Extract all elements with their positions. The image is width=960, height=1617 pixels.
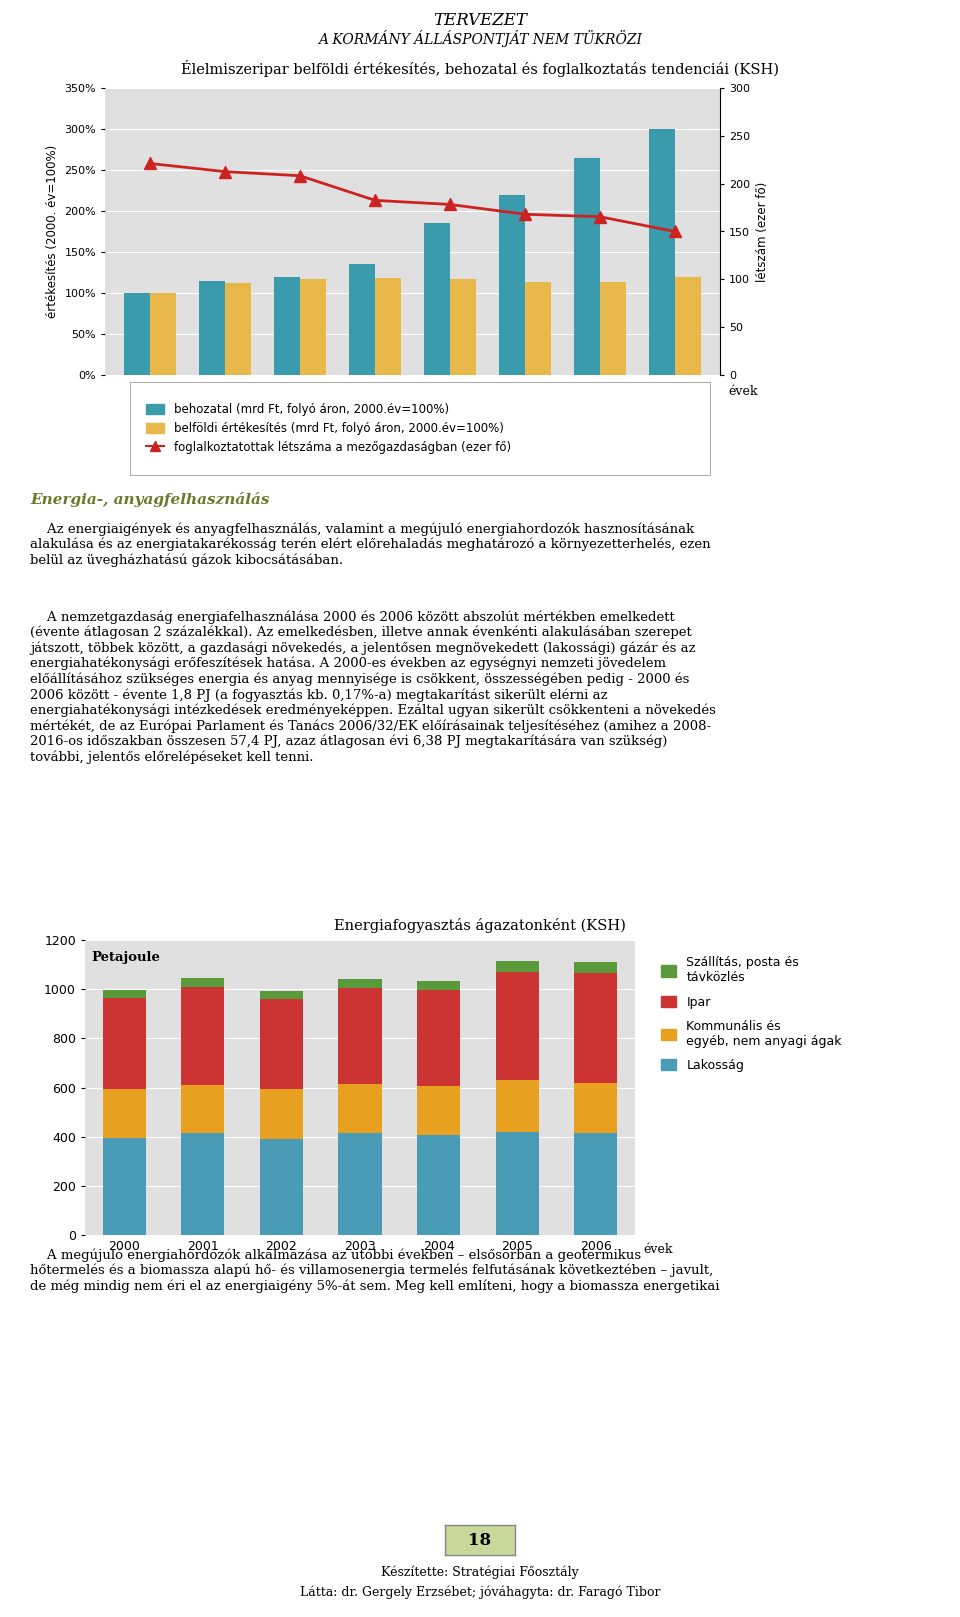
Bar xyxy=(225,283,252,375)
Bar xyxy=(574,973,617,1083)
Bar xyxy=(181,1134,225,1235)
Bar xyxy=(103,998,146,1088)
Bar xyxy=(124,293,150,375)
Bar xyxy=(574,1134,617,1235)
Bar xyxy=(423,223,450,375)
Bar xyxy=(417,982,460,990)
Bar xyxy=(338,980,382,988)
Bar xyxy=(103,1088,146,1138)
Bar xyxy=(103,1138,146,1235)
Bar xyxy=(181,978,225,986)
Bar xyxy=(300,280,326,375)
Bar xyxy=(525,283,551,375)
Bar xyxy=(199,281,225,375)
Text: A megújuló energiahordozók alkalmazása az utóbbi években – elsősorban a geotermi: A megújuló energiahordozók alkalmazása a… xyxy=(30,1248,719,1292)
Bar xyxy=(338,1083,382,1134)
Bar xyxy=(499,194,525,375)
Text: Petajoule: Petajoule xyxy=(91,951,160,964)
Bar xyxy=(375,278,401,375)
Bar xyxy=(260,999,303,1090)
Bar xyxy=(574,158,600,375)
Bar xyxy=(260,1138,303,1235)
Bar xyxy=(260,1090,303,1138)
Bar xyxy=(181,986,225,1085)
Text: Élelmiszeripar belföldi értékesítés, behozatal és foglalkoztatás tendenciái (KSH: Élelmiszeripar belföldi értékesítés, beh… xyxy=(181,60,779,78)
Y-axis label: létszám (ezer fő): létszám (ezer fő) xyxy=(756,181,769,281)
Text: 18: 18 xyxy=(468,1531,492,1549)
Bar xyxy=(675,277,701,375)
Bar xyxy=(495,1080,539,1132)
Bar xyxy=(181,1085,225,1134)
Bar xyxy=(274,277,300,375)
Bar xyxy=(574,962,617,973)
Text: évek: évek xyxy=(643,1243,673,1256)
Text: A KORMÁNY ÁLLÁSPONTJÁT NEM TÜKRÖZI: A KORMÁNY ÁLLÁSPONTJÁT NEM TÜKRÖZI xyxy=(318,31,642,47)
Bar xyxy=(649,129,675,375)
Bar xyxy=(495,1132,539,1235)
Bar xyxy=(260,991,303,999)
Bar xyxy=(495,972,539,1080)
Text: Az energiaigények és anyagfelhasználás, valamint a megújuló energiahordozók hasz: Az energiaigények és anyagfelhasználás, … xyxy=(30,522,710,566)
Bar xyxy=(495,960,539,972)
Bar xyxy=(338,988,382,1083)
Bar xyxy=(103,990,146,998)
Bar xyxy=(574,1083,617,1134)
Legend: Szállítás, posta és
távközlés, Ipar, Kommunális és
egyéb, nem anyagi ágak, Lakos: Szállítás, posta és távközlés, Ipar, Kom… xyxy=(657,951,847,1077)
Text: A nemzetgazdaság energiafelhasználása 2000 és 2006 között abszolút mértékben eme: A nemzetgazdaság energiafelhasználása 20… xyxy=(30,610,716,763)
Text: Energiafogyasztás ágazatonként (KSH): Energiafogyasztás ágazatonként (KSH) xyxy=(334,918,626,933)
Bar xyxy=(150,293,177,375)
Text: Készítette: Stratégiai Főosztály: Készítette: Stratégiai Főosztály xyxy=(381,1565,579,1578)
Text: évek: évek xyxy=(728,385,757,398)
Bar xyxy=(417,1135,460,1235)
Bar xyxy=(348,264,375,375)
Bar xyxy=(417,1085,460,1135)
Bar xyxy=(450,280,476,375)
Y-axis label: értékesítés (2000. év=100%): értékesítés (2000. év=100%) xyxy=(46,146,59,319)
Bar xyxy=(417,990,460,1085)
Text: Energia-, anyagfelhasználás: Energia-, anyagfelhasználás xyxy=(30,492,270,508)
Legend: behozatal (mrd Ft, folyó áron, 2000.év=100%), belföldi értékesítés (mrd Ft, foly: behozatal (mrd Ft, folyó áron, 2000.év=1… xyxy=(142,398,516,459)
Bar xyxy=(600,283,626,375)
Text: Látta: dr. Gergely Erzsébet; jóváhagyta: dr. Faragó Tibor: Látta: dr. Gergely Erzsébet; jóváhagyta:… xyxy=(300,1585,660,1599)
Bar xyxy=(338,1134,382,1235)
Text: TERVEZET: TERVEZET xyxy=(433,11,527,29)
